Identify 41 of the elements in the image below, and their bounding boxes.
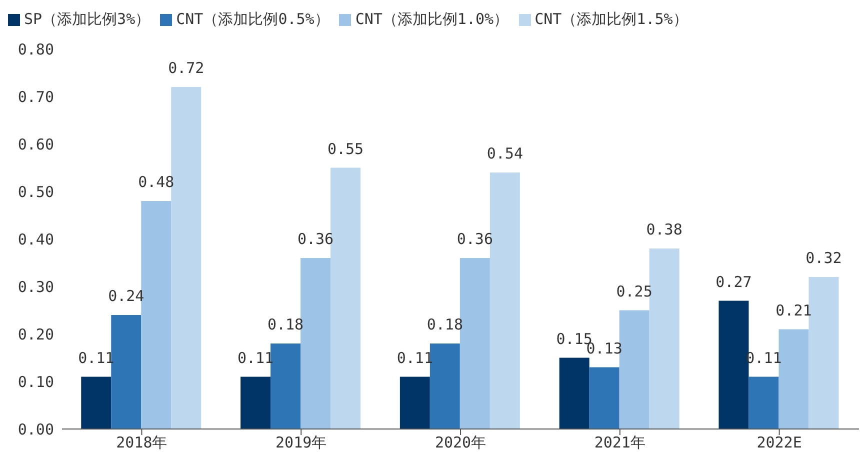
data-label: 0.48 [138, 173, 174, 191]
legend-label: CNT（添加比例0.5%） [176, 10, 330, 28]
y-tick-label: 0.20 [18, 325, 54, 344]
data-label: 0.72 [168, 59, 204, 77]
data-label: 0.25 [616, 282, 652, 300]
x-tick-label: 2021年 [594, 434, 646, 452]
data-label: 0.54 [486, 144, 523, 162]
bar [330, 168, 361, 429]
data-label: 0.38 [646, 220, 682, 238]
bar [400, 376, 430, 429]
data-label: 0.21 [776, 301, 812, 320]
bar [240, 376, 271, 429]
bar [748, 376, 779, 429]
y-tick-label: 0.50 [18, 182, 54, 201]
y-tick-label: 0.10 [18, 372, 54, 391]
y-tick-label: 0.00 [18, 420, 54, 438]
x-tick-label: 2019年 [276, 434, 327, 452]
data-label: 0.27 [716, 272, 752, 291]
legend-label: SP（添加比例3%） [24, 10, 150, 28]
x-tick-label: 2020年 [434, 434, 486, 452]
bar [81, 376, 112, 429]
legend-label: CNT（添加比例1.0%） [355, 10, 509, 28]
x-tick-label: 2018年 [116, 434, 168, 452]
data-label: 0.24 [108, 287, 144, 305]
bar [270, 344, 301, 429]
y-tick-label: 0.60 [18, 135, 54, 154]
data-label: 0.18 [426, 316, 463, 334]
bar [300, 258, 331, 429]
bar [589, 367, 620, 429]
x-tick-label: 2022E [756, 434, 802, 452]
bar [559, 358, 590, 429]
y-tick-label: 0.40 [18, 230, 54, 248]
data-label: 0.18 [267, 316, 304, 334]
data-label: 0.36 [456, 230, 493, 248]
data-label: 0.36 [297, 230, 334, 248]
y-tick-label: 0.80 [18, 40, 54, 58]
data-label: 0.55 [327, 140, 364, 158]
y-tick-label: 0.70 [18, 88, 54, 106]
data-label: 0.32 [806, 249, 842, 267]
y-tick-label: 0.30 [18, 278, 54, 296]
legend-label: CNT（添加比例1.5%） [534, 10, 688, 28]
